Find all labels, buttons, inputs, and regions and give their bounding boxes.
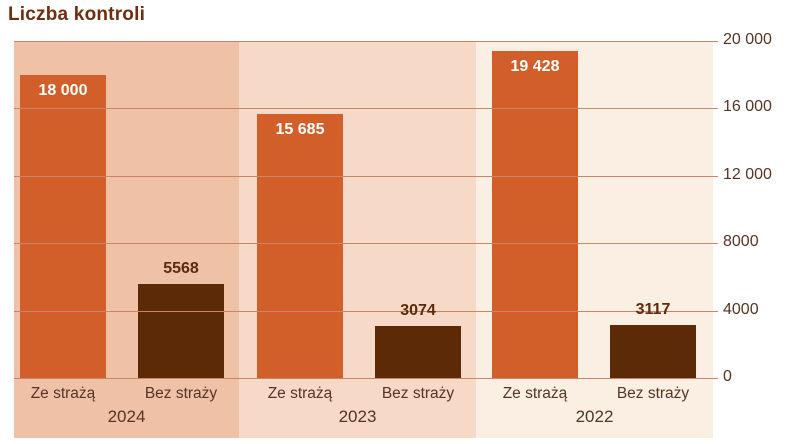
chart-title: Liczba kontroli	[8, 4, 146, 25]
gridline	[14, 108, 718, 109]
bar-ze-straza-2023	[257, 114, 343, 378]
bar-value-label: 18 000	[38, 82, 88, 99]
bar-value-label: 15 685	[275, 121, 325, 138]
bar-bez-strazy-2024	[138, 284, 224, 378]
y-axis-tick-label: 20 000	[723, 31, 772, 48]
year-label: 2023	[338, 407, 377, 426]
gridline	[14, 378, 718, 379]
bar-value-label: 3074	[400, 302, 436, 319]
y-axis-tick-label: 8000	[723, 233, 759, 250]
y-axis-tick-label: 0	[723, 368, 732, 385]
gridline	[14, 243, 718, 244]
category-label: Ze strażą	[267, 385, 333, 402]
y-axis-tick-label: 4000	[723, 301, 759, 318]
year-label: 2022	[575, 407, 614, 426]
gridline	[14, 41, 718, 42]
bar-bez-strazy-2023	[375, 326, 461, 378]
y-axis-tick-label: 12 000	[723, 166, 772, 183]
gridline	[14, 176, 718, 177]
bar-value-label: 3117	[635, 301, 671, 318]
bar-ze-straza-2024	[20, 75, 106, 378]
bar-value-label: 5568	[163, 260, 199, 277]
bar-bez-strazy-2022	[610, 325, 696, 378]
category-label: Bez straży	[616, 385, 690, 402]
bar-ze-straza-2022	[492, 51, 578, 378]
year-label: 2024	[107, 407, 146, 426]
bar-value-label: 19 428	[510, 58, 560, 75]
y-axis-tick-label: 16 000	[723, 98, 772, 115]
category-label: Ze strażą	[502, 385, 568, 402]
category-label: Ze strażą	[30, 385, 96, 402]
category-label: Bez straży	[144, 385, 218, 402]
category-label: Bez straży	[381, 385, 455, 402]
gridline	[14, 311, 718, 312]
